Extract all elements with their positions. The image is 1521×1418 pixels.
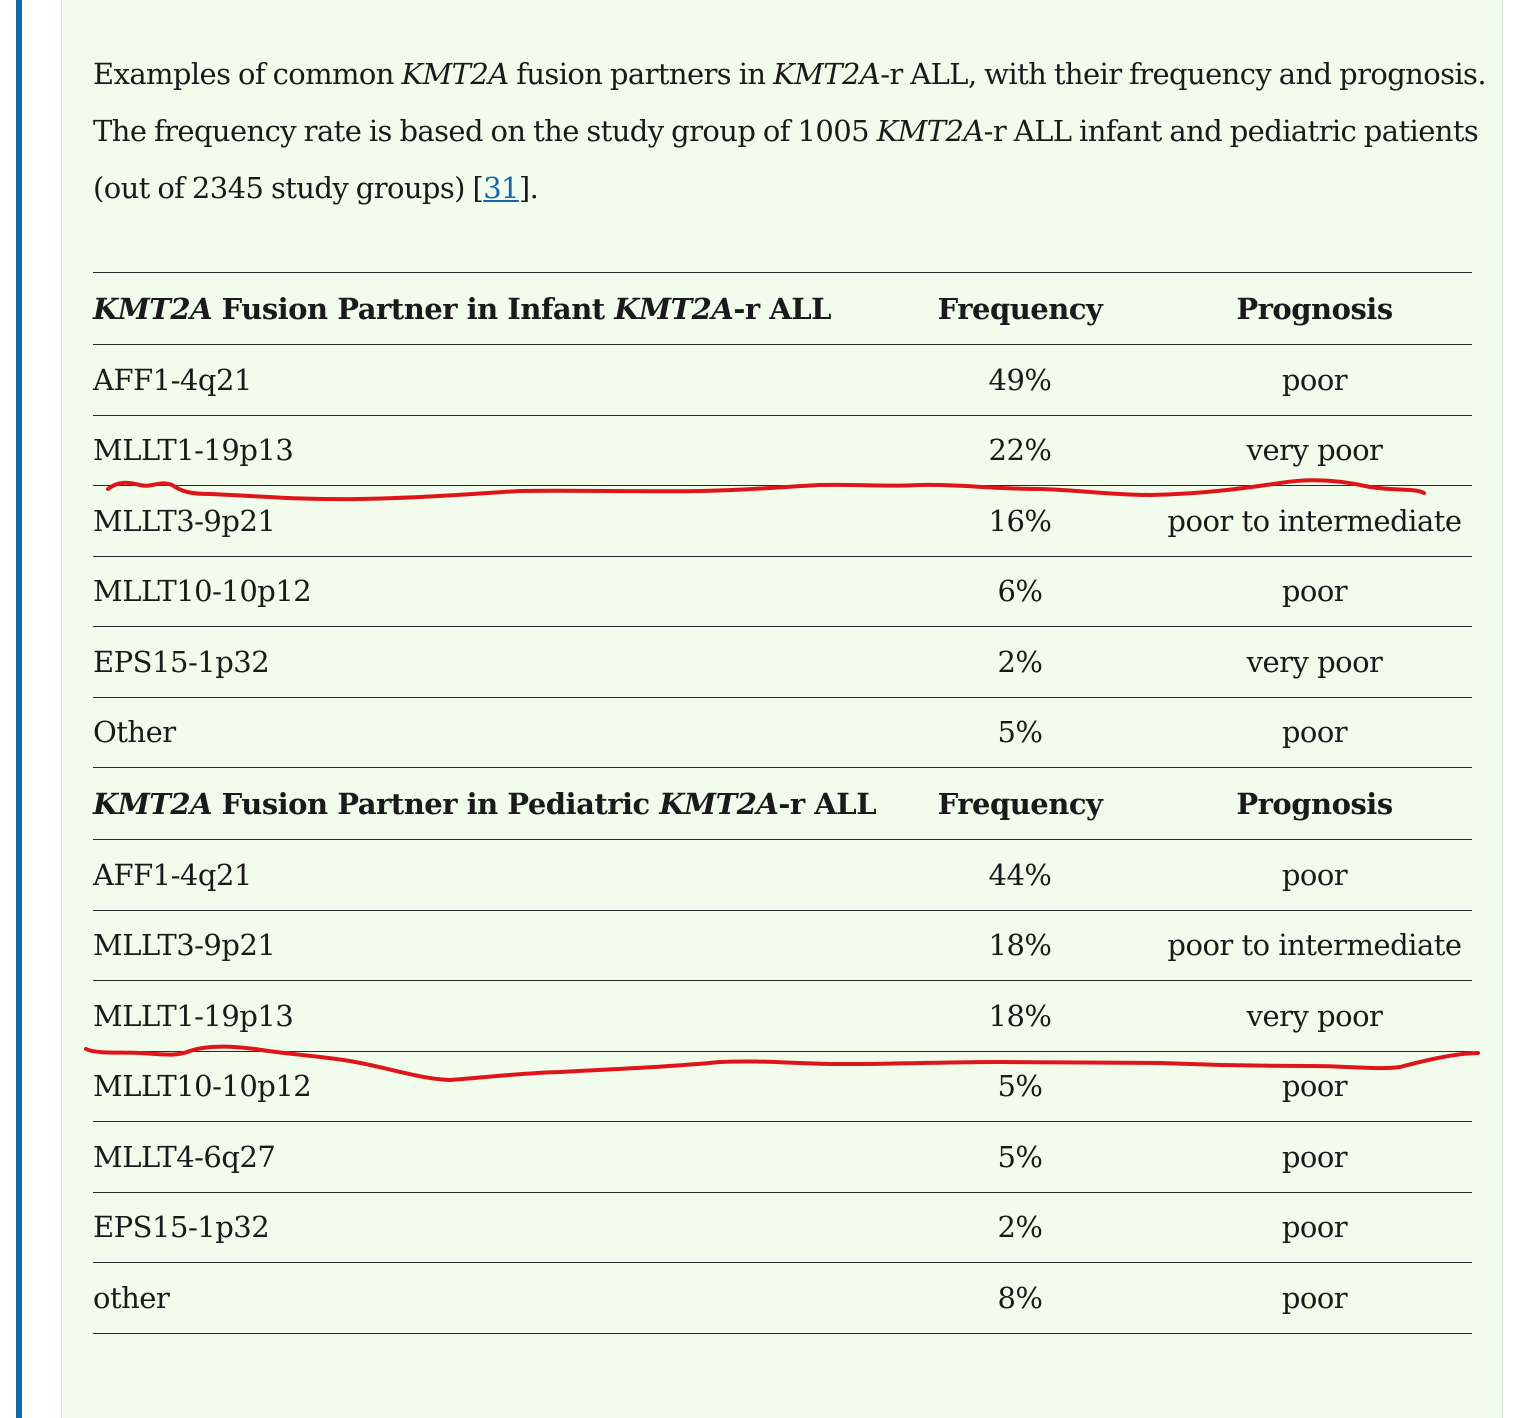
frequency-cell: 22% bbox=[883, 415, 1157, 486]
frequency-cell: 6% bbox=[883, 556, 1157, 627]
table-row: other 8% poor bbox=[93, 1262, 1472, 1334]
partner-cell: AFF1-4q21 bbox=[93, 344, 883, 416]
pediatric-header-row: KMT2A Fusion Partner in Pediatric KMT2A-… bbox=[93, 767, 1472, 840]
table-caption: Examples of common KMT2A fusion partners… bbox=[93, 46, 1487, 217]
fusion-partner-table: KMT2A Fusion Partner in Infant KMT2A-r A… bbox=[93, 272, 1472, 1334]
partner-cell: Other bbox=[93, 697, 883, 768]
prognosis-header: Prognosis bbox=[1157, 272, 1472, 345]
frequency-cell: 8% bbox=[883, 1262, 1157, 1334]
caption-text: (out of 2345 study groups) [ bbox=[93, 171, 484, 205]
frequency-cell: 5% bbox=[883, 1051, 1157, 1122]
partner-cell: AFF1-4q21 bbox=[93, 839, 883, 911]
partner-cell: MLLT4-6q27 bbox=[93, 1121, 883, 1193]
table-row: EPS15-1p32 2% very poor bbox=[93, 626, 1472, 698]
frequency-cell: 18% bbox=[883, 910, 1157, 981]
table-row: Other 5% poor bbox=[93, 697, 1472, 768]
left-accent-bar bbox=[16, 0, 22, 1418]
prognosis-cell: poor bbox=[1157, 344, 1472, 416]
frequency-cell: 2% bbox=[883, 626, 1157, 698]
caption-text: ]. bbox=[518, 171, 539, 205]
caption-text: The frequency rate is based on the study… bbox=[93, 114, 877, 148]
caption-text: fusion partners in bbox=[508, 57, 774, 91]
partner-cell: other bbox=[93, 1262, 883, 1334]
frequency-cell: 5% bbox=[883, 1121, 1157, 1193]
table-row: EPS15-1p32 2% poor bbox=[93, 1192, 1472, 1263]
infant-header-row: KMT2A Fusion Partner in Infant KMT2A-r A… bbox=[93, 272, 1472, 345]
partner-cell: MLLT1-19p13 bbox=[93, 415, 883, 486]
table-row: MLLT1-19p13 18% very poor bbox=[93, 980, 1472, 1052]
prognosis-cell: poor bbox=[1157, 1051, 1472, 1122]
partner-cell: EPS15-1p32 bbox=[93, 1192, 883, 1263]
prognosis-cell: poor bbox=[1157, 556, 1472, 627]
prognosis-cell: poor bbox=[1157, 1262, 1472, 1334]
reference-link[interactable]: 31 bbox=[483, 171, 519, 205]
caption-gene-name: KMT2A bbox=[773, 57, 881, 91]
partner-cell: MLLT1-19p13 bbox=[93, 980, 883, 1052]
frequency-cell: 49% bbox=[883, 344, 1157, 416]
table-row: MLLT1-19p13 22% very poor bbox=[93, 415, 1472, 486]
caption-gene-name: KMT2A bbox=[401, 57, 509, 91]
prognosis-header: Prognosis bbox=[1157, 767, 1472, 840]
frequency-header: Frequency bbox=[883, 767, 1157, 840]
frequency-header: Frequency bbox=[883, 272, 1157, 345]
partner-cell: MLLT3-9p21 bbox=[93, 910, 883, 981]
table-row: MLLT4-6q27 5% poor bbox=[93, 1121, 1472, 1193]
prognosis-cell: poor to intermediate bbox=[1157, 485, 1472, 557]
table-row: AFF1-4q21 44% poor bbox=[93, 839, 1472, 911]
prognosis-cell: poor bbox=[1157, 1121, 1472, 1193]
partner-cell: MLLT3-9p21 bbox=[93, 485, 883, 557]
partner-cell: MLLT10-10p12 bbox=[93, 1051, 883, 1122]
prognosis-cell: poor bbox=[1157, 839, 1472, 911]
prognosis-cell: very poor bbox=[1157, 626, 1472, 698]
frequency-cell: 44% bbox=[883, 839, 1157, 911]
table-row: MLLT10-10p12 6% poor bbox=[93, 556, 1472, 627]
frequency-cell: 18% bbox=[883, 980, 1157, 1052]
table-row: MLLT3-9p21 18% poor to intermediate bbox=[93, 910, 1472, 981]
partner-cell: MLLT10-10p12 bbox=[93, 556, 883, 627]
table-row: MLLT3-9p21 16% poor to intermediate bbox=[93, 485, 1472, 557]
table-row: MLLT10-10p12 5% poor bbox=[93, 1051, 1472, 1122]
prognosis-cell: very poor bbox=[1157, 980, 1472, 1052]
prognosis-cell: poor bbox=[1157, 697, 1472, 768]
frequency-cell: 2% bbox=[883, 1192, 1157, 1263]
caption-text: -r ALL infant and pediatric patients bbox=[983, 114, 1479, 148]
prognosis-cell: poor to intermediate bbox=[1157, 910, 1472, 981]
caption-gene-name: KMT2A bbox=[876, 114, 985, 148]
prognosis-cell: poor bbox=[1157, 1192, 1472, 1263]
partner-cell: EPS15-1p32 bbox=[93, 626, 883, 698]
table-row: AFF1-4q21 49% poor bbox=[93, 344, 1472, 416]
caption-text: -r ALL, with their frequency and prognos… bbox=[880, 57, 1486, 91]
pediatric-partner-header: KMT2A Fusion Partner in Pediatric KMT2A-… bbox=[93, 767, 883, 840]
frequency-cell: 5% bbox=[883, 697, 1157, 768]
frequency-cell: 16% bbox=[883, 485, 1157, 557]
prognosis-cell: very poor bbox=[1157, 415, 1472, 486]
caption-text: Examples of common bbox=[93, 57, 402, 91]
infant-partner-header: KMT2A Fusion Partner in Infant KMT2A-r A… bbox=[93, 272, 883, 345]
